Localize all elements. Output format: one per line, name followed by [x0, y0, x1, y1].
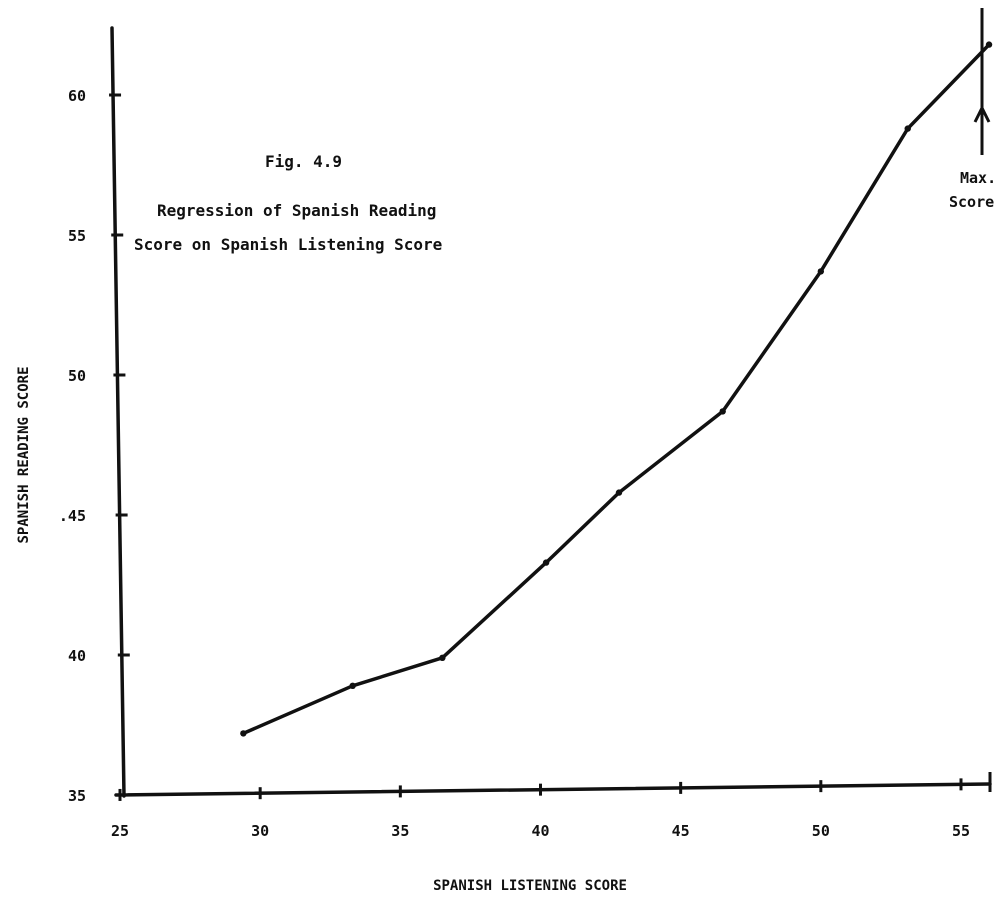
x-tick-label: 35	[391, 822, 409, 840]
data-point	[817, 268, 825, 275]
x-tick-label: 50	[812, 822, 830, 840]
x-axis-title: SPANISH LISTENING SCORE	[433, 878, 627, 894]
max-score-label-line-1: Max.	[960, 169, 996, 187]
x-tick-label: 30	[251, 822, 269, 840]
x-axis-line	[114, 782, 992, 797]
data-series	[240, 41, 993, 737]
chart-title-line-1: Regression of Spanish Reading	[157, 201, 436, 220]
x-tick-label: 45	[672, 822, 690, 840]
data-point	[904, 125, 911, 132]
max-score-arrow-head	[973, 104, 991, 123]
max-score-annotation: Max. Score	[949, 8, 996, 211]
data-point	[439, 654, 446, 661]
data-point	[985, 41, 993, 48]
x-tick-label: 40	[531, 822, 549, 840]
axes	[110, 26, 992, 798]
data-point	[615, 489, 623, 496]
data-point	[542, 559, 550, 566]
y-axis-line	[110, 26, 126, 798]
x-ticks: 25 30 35 40 45 50 55	[111, 778, 970, 840]
figure-label: Fig. 4.9	[265, 152, 342, 171]
y-tick-label: 55	[68, 227, 86, 245]
data-point	[719, 408, 726, 415]
y-tick-label: 60	[68, 87, 86, 105]
x-tick-label: 25	[111, 822, 129, 840]
y-tick-label: .45	[59, 507, 86, 525]
max-score-label-line-2: Score	[949, 193, 994, 211]
data-point	[240, 730, 247, 737]
y-tick-label: 40	[68, 647, 86, 665]
series-line	[241, 42, 991, 736]
x-tick-label: 55	[952, 822, 970, 840]
y-tick-label: 35	[68, 787, 86, 805]
chart-title-line-2: Score on Spanish Listening Score	[134, 235, 442, 254]
y-tick-label: 50	[68, 367, 86, 385]
y-axis-title: SPANISH READING SCORE	[16, 366, 32, 543]
data-point	[349, 682, 356, 689]
y-ticks: 35 40 .45 50 55 60	[59, 87, 132, 805]
